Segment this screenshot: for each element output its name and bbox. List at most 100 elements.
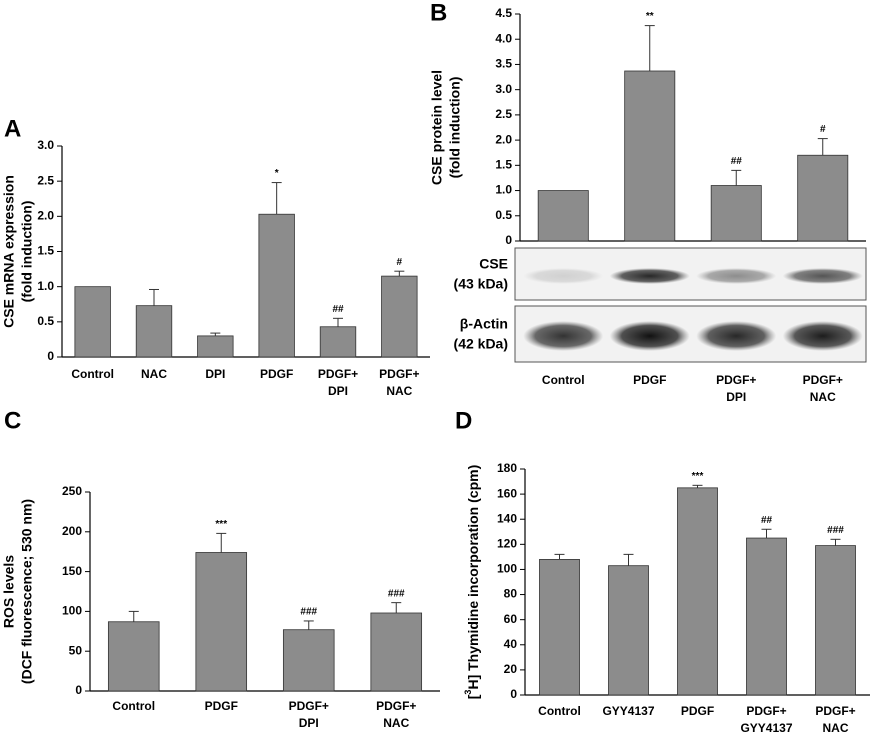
x-tick-label: PDGF <box>633 373 666 387</box>
bar <box>608 565 649 696</box>
y-axis-label: CSE mRNA expression <box>1 175 17 328</box>
x-tick-label: Control <box>542 373 585 387</box>
x-tick-label: DPI <box>726 390 746 404</box>
x-tick-label: PDGF+ <box>815 704 855 718</box>
y-tick-label: 120 <box>497 537 517 551</box>
y-tick-label: 0 <box>510 687 517 701</box>
y-tick-label: 200 <box>62 524 82 538</box>
panel-label: C <box>4 407 21 434</box>
bar <box>197 335 234 358</box>
x-tick-label: GYY4137 <box>740 721 792 734</box>
blot-band <box>609 268 690 284</box>
x-tick-label: PDGF+ <box>803 373 843 387</box>
y-axis-label: ROS levels <box>1 555 17 628</box>
bar <box>107 621 160 692</box>
y-tick-label: 40 <box>504 637 518 651</box>
x-tick-label: DPI <box>328 384 348 398</box>
x-tick-label: PDGF+ <box>376 699 416 713</box>
y-axis-label-part: [ <box>465 694 481 699</box>
x-tick-label: DPI <box>299 716 319 730</box>
y-tick-label: 60 <box>504 612 518 626</box>
significance-mark: # <box>820 124 826 135</box>
significance-mark: ## <box>761 515 773 526</box>
x-tick-label: NAC <box>141 367 167 381</box>
y-tick-label: 180 <box>497 461 517 475</box>
y-tick-label: 0.5 <box>37 314 54 328</box>
bar <box>319 326 357 358</box>
x-tick-label: PDGF <box>205 699 238 713</box>
blot-label: (42 kDa) <box>454 336 508 352</box>
y-tick-label: 100 <box>62 604 82 618</box>
x-tick-label: PDGF <box>681 704 714 718</box>
y-axis-label: (fold induction) <box>447 77 463 179</box>
y-tick-label: 160 <box>497 486 517 500</box>
y-tick-label: 2.0 <box>495 132 512 146</box>
bar <box>282 629 335 692</box>
x-tick-label: PDGF+ <box>746 704 786 718</box>
blot-label: CSE <box>479 256 508 272</box>
bar <box>797 154 849 242</box>
y-tick-label: 0 <box>505 233 512 247</box>
bar <box>537 190 589 242</box>
y-tick-label: 50 <box>69 643 83 657</box>
blot-band <box>523 321 604 351</box>
significance-mark: *** <box>692 471 704 482</box>
significance-mark: ## <box>731 156 743 167</box>
significance-mark: ## <box>332 304 344 315</box>
y-tick-label: 1.0 <box>37 279 54 293</box>
bar <box>370 612 423 692</box>
x-tick-label: NAC <box>810 390 836 404</box>
significance-mark: *** <box>215 519 227 530</box>
blot-band <box>523 268 604 284</box>
blot-band <box>782 268 863 284</box>
x-tick-label: Control <box>538 704 581 718</box>
y-tick-label: 2.5 <box>495 107 512 121</box>
y-tick-label: 140 <box>497 511 517 525</box>
y-tick-label: 250 <box>62 484 82 498</box>
bar <box>135 305 173 358</box>
significance-mark: ### <box>827 525 844 536</box>
bar <box>624 70 676 242</box>
bar <box>710 185 762 242</box>
x-tick-label: PDGF+ <box>716 373 756 387</box>
blot-label: β-Actin <box>460 316 508 332</box>
significance-mark: ** <box>646 11 654 22</box>
x-tick-label: PDGF+ <box>318 367 358 381</box>
panel-label: A <box>4 115 21 142</box>
y-tick-label: 4.0 <box>495 31 512 45</box>
y-tick-label: 0 <box>47 349 54 363</box>
y-tick-label: 1.5 <box>37 244 54 258</box>
bar <box>381 275 418 358</box>
y-tick-label: 80 <box>504 587 518 601</box>
y-tick-label: 3.0 <box>37 138 54 152</box>
y-axis-label-part: H] Thymidine incorporation (cpm) <box>465 465 481 690</box>
y-tick-label: 1.5 <box>495 158 512 172</box>
y-tick-label: 0 <box>75 683 82 697</box>
y-tick-label: 0.5 <box>495 208 512 222</box>
bar <box>74 286 111 358</box>
blot-band <box>782 321 863 351</box>
y-tick-label: 4.5 <box>495 6 512 20</box>
x-tick-label: PDGF+ <box>289 699 329 713</box>
significance-mark: # <box>397 257 403 268</box>
y-tick-label: 3.5 <box>495 57 512 71</box>
x-tick-label: PDGF+ <box>379 367 419 381</box>
x-tick-label: GYY4137 <box>602 704 654 718</box>
y-axis-label: CSE protein level <box>429 70 445 185</box>
blot-band <box>696 268 777 284</box>
y-tick-label: 2.0 <box>37 209 54 223</box>
y-axis-label: [3H] Thymidine incorporation (cpm) <box>463 465 480 699</box>
x-tick-label: Control <box>112 699 155 713</box>
bar <box>815 545 856 696</box>
y-axis-label-part: 3 <box>463 690 473 695</box>
y-tick-label: 3.0 <box>495 82 512 96</box>
x-tick-label: NAC <box>823 721 849 734</box>
bar <box>539 559 580 696</box>
y-tick-label: 150 <box>62 564 82 578</box>
significance-mark: * <box>275 168 279 179</box>
x-tick-label: DPI <box>205 367 225 381</box>
significance-mark: ### <box>388 588 405 599</box>
blot-band <box>696 321 777 351</box>
